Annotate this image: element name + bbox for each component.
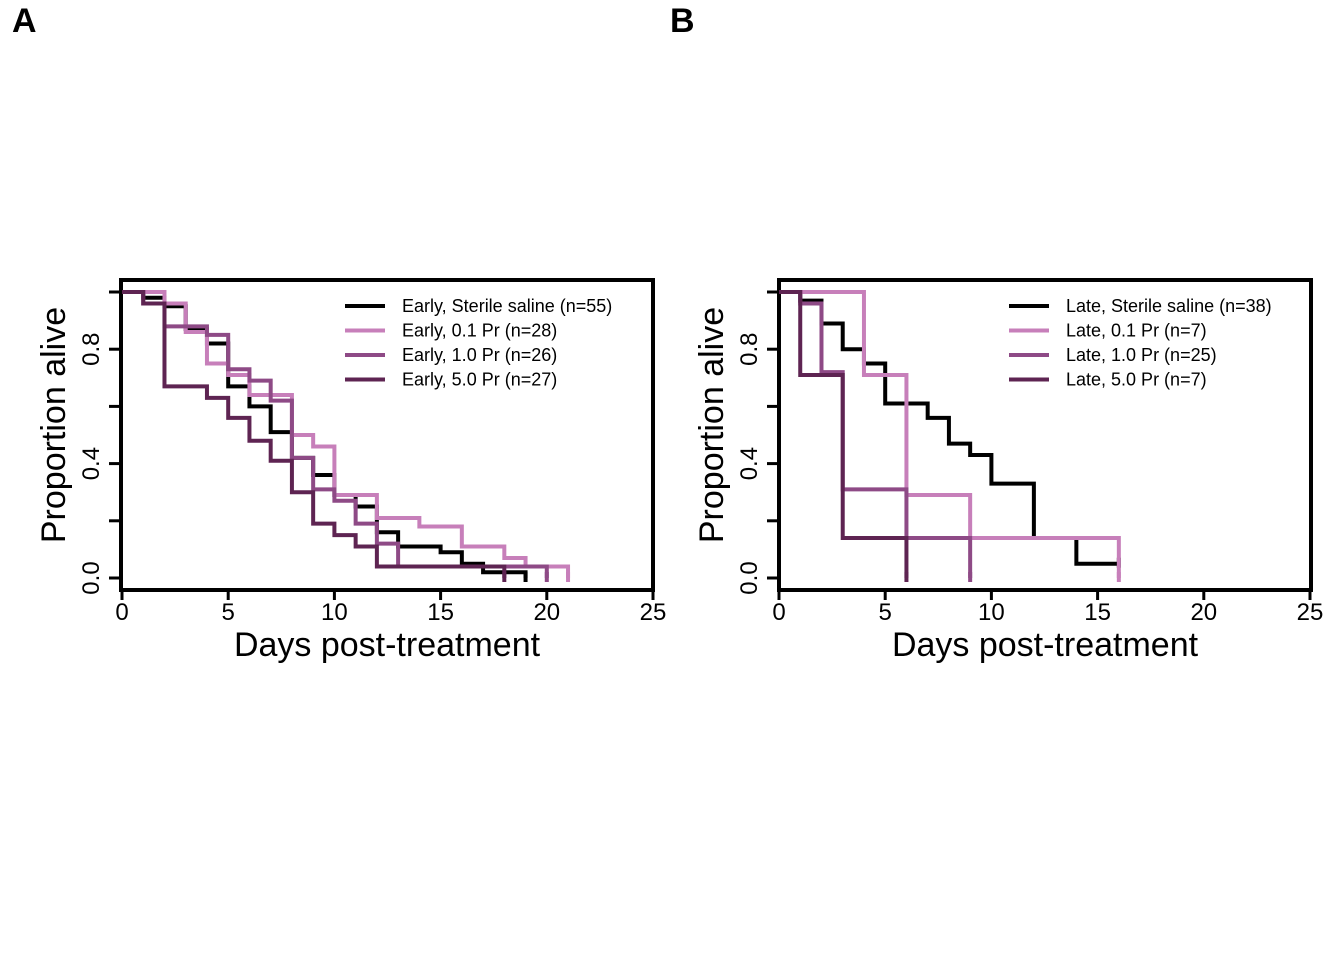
y-tick-label: 0.0 (78, 561, 105, 594)
x-tick-label: 5 (222, 599, 235, 626)
series-line-3 (122, 290, 507, 578)
legend-label-2: Early, 1.0 Pr (n=26) (402, 345, 557, 365)
plot-frame (777, 278, 1313, 592)
legend-label-0: Late, Sterile saline (n=38) (1066, 296, 1272, 316)
plot-frame (119, 278, 655, 592)
legend-label-3: Early, 5.0 Pr (n=27) (402, 370, 557, 390)
chart-panel-a: 0 5 10 15 20 25 0.0 0.4 0.8 Days post-treatment Pr… (35, 278, 667, 664)
series-line-2 (122, 290, 549, 578)
y-tick-label: 0.8 (736, 333, 763, 366)
y-tick-label: 0.4 (736, 447, 763, 480)
x-tick-label: 15 (427, 599, 454, 626)
x-tick-label: 0 (772, 599, 785, 626)
x-tick-label: 25 (640, 599, 667, 626)
legend-label-1: Early, 0.1 Pr (n=28) (402, 321, 557, 341)
series-line-1 (122, 290, 571, 578)
y-tick-label: 0.0 (736, 561, 763, 594)
x-tick-label: 15 (1084, 599, 1111, 626)
legend-label-3: Late, 5.0 Pr (n=7) (1066, 370, 1207, 390)
x-tick-label: 25 (1297, 599, 1324, 626)
panel-label-a: A (12, 2, 37, 40)
x-tick-label: 20 (1190, 599, 1217, 626)
x-axis-label: Days post-treatment (234, 626, 541, 664)
x-axis-label: Days post-treatment (892, 626, 1199, 664)
y-tick-label: 0.4 (78, 447, 105, 480)
y-axis-label: Proportion alive (35, 307, 73, 543)
series-line-2 (779, 290, 973, 578)
x-tick-label: 10 (978, 599, 1005, 626)
y-tick-label: 0.8 (78, 333, 105, 366)
x-tick-label: 5 (879, 599, 892, 626)
legend-label-1: Late, 0.1 Pr (n=7) (1066, 321, 1207, 341)
chart-panel-b: 0 5 10 15 20 25 0.0 0.4 0.8 Days post-treatment Pr… (693, 278, 1324, 664)
series-line-3 (779, 290, 909, 578)
x-tick-label: 10 (321, 599, 348, 626)
x-tick-label: 0 (115, 599, 128, 626)
legend-label-2: Late, 1.0 Pr (n=25) (1066, 345, 1217, 365)
legend-label-0: Early, Sterile saline (n=55) (402, 296, 612, 316)
panel-label-b: B (670, 2, 695, 40)
y-axis-label: Proportion alive (693, 307, 731, 543)
x-tick-label: 20 (533, 599, 560, 626)
